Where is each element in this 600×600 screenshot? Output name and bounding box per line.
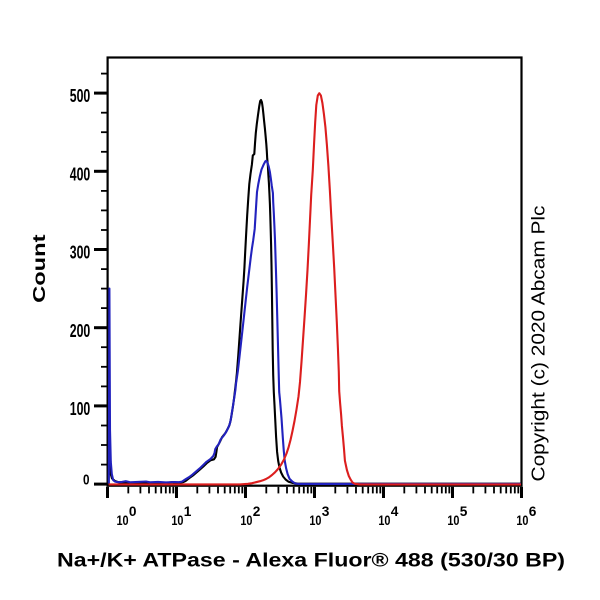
svg-text:0: 0	[129, 504, 137, 519]
svg-text:3: 3	[322, 504, 330, 519]
svg-text:Na+/K+ ATPase - Alexa Fluor® 4: Na+/K+ ATPase - Alexa Fluor® 488 (530/30…	[57, 550, 565, 572]
svg-text:10: 10	[516, 513, 528, 528]
svg-text:10: 10	[171, 513, 183, 528]
svg-text:10: 10	[309, 513, 321, 528]
svg-text:0: 0	[83, 472, 90, 488]
svg-text:5: 5	[460, 504, 468, 519]
svg-text:100: 100	[70, 399, 91, 419]
svg-text:300: 300	[70, 243, 91, 263]
svg-text:400: 400	[70, 164, 91, 184]
svg-text:4: 4	[391, 504, 399, 519]
svg-text:Copyright (c) 2020 Abcam Plc: Copyright (c) 2020 Abcam Plc	[529, 206, 549, 482]
svg-text:200: 200	[70, 321, 91, 341]
svg-text:10: 10	[378, 513, 390, 528]
svg-text:500: 500	[70, 86, 91, 106]
svg-text:2: 2	[253, 504, 261, 519]
svg-text:10: 10	[447, 513, 459, 528]
svg-text:10: 10	[240, 513, 252, 528]
svg-text:1: 1	[184, 504, 192, 519]
svg-text:6: 6	[529, 504, 537, 519]
svg-text:10: 10	[116, 513, 128, 528]
svg-text:Count: Count	[30, 235, 50, 303]
